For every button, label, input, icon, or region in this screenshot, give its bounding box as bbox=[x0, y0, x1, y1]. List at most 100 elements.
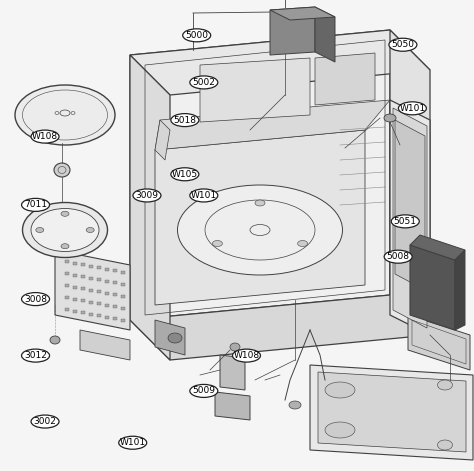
Ellipse shape bbox=[168, 333, 182, 343]
Polygon shape bbox=[310, 365, 473, 460]
Bar bbox=[81, 275, 85, 278]
Ellipse shape bbox=[212, 241, 222, 246]
Bar bbox=[65, 296, 69, 299]
Bar bbox=[113, 269, 117, 272]
Polygon shape bbox=[130, 55, 170, 360]
Bar bbox=[81, 287, 85, 290]
Bar bbox=[65, 284, 69, 287]
Polygon shape bbox=[130, 295, 430, 360]
Ellipse shape bbox=[255, 200, 265, 206]
Text: 3009: 3009 bbox=[136, 191, 158, 200]
Text: W108: W108 bbox=[233, 351, 260, 360]
Bar bbox=[97, 278, 101, 281]
Text: 5050: 5050 bbox=[392, 40, 414, 49]
Bar bbox=[81, 263, 85, 266]
Ellipse shape bbox=[21, 198, 50, 211]
Ellipse shape bbox=[22, 203, 108, 258]
Text: 5008: 5008 bbox=[387, 252, 410, 261]
Bar bbox=[113, 305, 117, 308]
Polygon shape bbox=[270, 7, 335, 20]
Text: W101: W101 bbox=[119, 438, 146, 447]
Ellipse shape bbox=[190, 189, 218, 202]
Text: 5000: 5000 bbox=[185, 31, 208, 40]
Ellipse shape bbox=[54, 163, 70, 177]
Text: 3008: 3008 bbox=[24, 294, 47, 304]
Polygon shape bbox=[410, 235, 465, 260]
Bar bbox=[113, 317, 117, 320]
Text: W101: W101 bbox=[191, 191, 217, 200]
Bar bbox=[81, 299, 85, 302]
Ellipse shape bbox=[177, 185, 343, 275]
Ellipse shape bbox=[438, 380, 453, 390]
Bar bbox=[121, 283, 125, 285]
Bar bbox=[121, 318, 125, 322]
Ellipse shape bbox=[289, 401, 301, 409]
Ellipse shape bbox=[31, 415, 59, 428]
Text: W105: W105 bbox=[172, 170, 198, 179]
Polygon shape bbox=[410, 245, 455, 330]
Ellipse shape bbox=[298, 241, 308, 246]
Bar bbox=[89, 312, 93, 316]
Bar bbox=[81, 311, 85, 314]
Ellipse shape bbox=[325, 422, 355, 438]
Polygon shape bbox=[220, 355, 245, 390]
Bar bbox=[105, 268, 109, 270]
Polygon shape bbox=[455, 250, 465, 330]
Polygon shape bbox=[130, 30, 430, 95]
Ellipse shape bbox=[61, 211, 69, 216]
Ellipse shape bbox=[391, 215, 419, 228]
Ellipse shape bbox=[133, 189, 161, 202]
Bar bbox=[97, 302, 101, 305]
Ellipse shape bbox=[21, 349, 50, 362]
Bar bbox=[73, 298, 77, 300]
Bar bbox=[105, 279, 109, 283]
Ellipse shape bbox=[438, 440, 453, 450]
Bar bbox=[105, 303, 109, 307]
Polygon shape bbox=[55, 250, 130, 330]
Bar bbox=[97, 314, 101, 317]
Bar bbox=[73, 261, 77, 265]
Polygon shape bbox=[130, 30, 390, 320]
Ellipse shape bbox=[21, 292, 50, 306]
Bar bbox=[73, 309, 77, 312]
Bar bbox=[89, 265, 93, 268]
Ellipse shape bbox=[118, 436, 147, 449]
Polygon shape bbox=[155, 120, 170, 160]
Text: W108: W108 bbox=[32, 132, 58, 141]
Polygon shape bbox=[318, 372, 466, 452]
Bar bbox=[113, 281, 117, 284]
Polygon shape bbox=[200, 58, 310, 122]
Bar bbox=[121, 307, 125, 309]
Text: 3012: 3012 bbox=[24, 351, 47, 360]
Polygon shape bbox=[390, 30, 430, 335]
Bar bbox=[89, 289, 93, 292]
Bar bbox=[65, 260, 69, 263]
Ellipse shape bbox=[15, 85, 115, 145]
Polygon shape bbox=[80, 330, 130, 360]
Text: 5002: 5002 bbox=[192, 78, 215, 87]
Bar bbox=[121, 270, 125, 274]
Bar bbox=[105, 316, 109, 318]
Text: W101: W101 bbox=[399, 104, 426, 113]
Ellipse shape bbox=[230, 343, 240, 351]
Bar bbox=[97, 266, 101, 269]
Ellipse shape bbox=[31, 130, 59, 143]
Bar bbox=[65, 272, 69, 275]
Ellipse shape bbox=[31, 209, 99, 252]
Ellipse shape bbox=[398, 102, 427, 115]
Text: 7011: 7011 bbox=[24, 200, 47, 210]
Ellipse shape bbox=[36, 227, 44, 233]
Ellipse shape bbox=[50, 336, 60, 344]
Polygon shape bbox=[395, 120, 425, 290]
Polygon shape bbox=[390, 100, 430, 335]
Ellipse shape bbox=[190, 76, 218, 89]
Polygon shape bbox=[315, 53, 375, 105]
Bar bbox=[121, 294, 125, 298]
Bar bbox=[73, 285, 77, 289]
Ellipse shape bbox=[182, 29, 211, 42]
Polygon shape bbox=[155, 320, 185, 355]
Polygon shape bbox=[408, 315, 470, 370]
Ellipse shape bbox=[325, 382, 355, 398]
Text: 5018: 5018 bbox=[173, 115, 196, 125]
Polygon shape bbox=[270, 7, 315, 55]
